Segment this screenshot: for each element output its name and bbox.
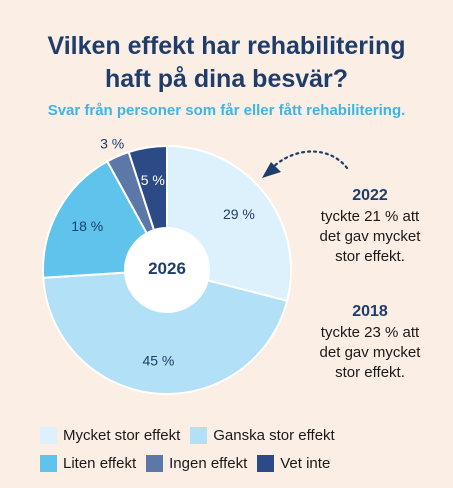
legend-item-liten: Liten effekt [40, 454, 137, 472]
legend-swatch [40, 426, 57, 444]
note-2018-line-1: tyckte 23 % att [320, 324, 420, 341]
slice-ganska-stor [42, 271, 289, 395]
donut-hole [126, 229, 208, 311]
legend-swatch [40, 454, 57, 472]
legend-label: Liten effekt [63, 454, 137, 472]
chart-legend: Mycket stor effekt Ganska stor effekt Li… [40, 421, 440, 477]
note-2018-year: 2018 [352, 303, 388, 320]
note-2018: 2018 tyckte 23 % att det gav mycket stor… [290, 302, 450, 383]
center-year-label: 2026 [148, 259, 186, 278]
slice-label-mycket-stor: 29 % [223, 206, 255, 222]
slice-label-liten: 18 % [71, 218, 103, 234]
note-2018-line-3: stor effekt. [335, 364, 405, 381]
note-2022-year: 2022 [352, 187, 388, 204]
curved-arrow-icon [262, 150, 349, 178]
note-2018-line-2: det gav mycket [319, 344, 421, 361]
slice-vet-inte [127, 144, 168, 232]
legend-swatch [146, 454, 164, 472]
legend-label: Ganska stor effekt [213, 426, 335, 444]
slice-mycket-stor [166, 144, 292, 303]
note-2022: 2022 tyckte 21 % att det gav mycket stor… [290, 186, 450, 267]
title-line-2: haft på dina besvär? [104, 65, 349, 93]
legend-swatch [190, 426, 208, 444]
legend-item-vet-inte: Vet inte [257, 454, 331, 472]
legend-swatch [257, 454, 275, 472]
title-line-1: Vilken effekt har rehabilitering [47, 32, 406, 60]
slice-label-ingen: 3 % [100, 135, 124, 151]
slice-label-ganska-stor: 45 % [142, 353, 174, 369]
legend-item-ganska-stor: Ganska stor effekt [190, 426, 335, 444]
note-2022-line-1: tyckte 21 % att [320, 208, 420, 225]
slice-label-vet-inte: 5 % [141, 172, 165, 188]
legend-label: Vet inte [280, 454, 331, 472]
slice-liten [42, 159, 149, 279]
legend-label: Ingen effekt [169, 454, 248, 472]
note-2022-line-3: stor effekt. [335, 248, 405, 265]
legend-item-mycket-stor: Mycket stor effekt [40, 426, 181, 444]
legend-item-ingen: Ingen effekt [146, 454, 248, 472]
legend-label: Mycket stor effekt [63, 426, 181, 444]
note-2022-line-2: det gav mycket [319, 228, 421, 245]
chart-subtitle: Svar från personer som får eller fått re… [47, 102, 406, 119]
chart-title: Vilken effekt har rehabilitering haft på… [0, 30, 453, 96]
